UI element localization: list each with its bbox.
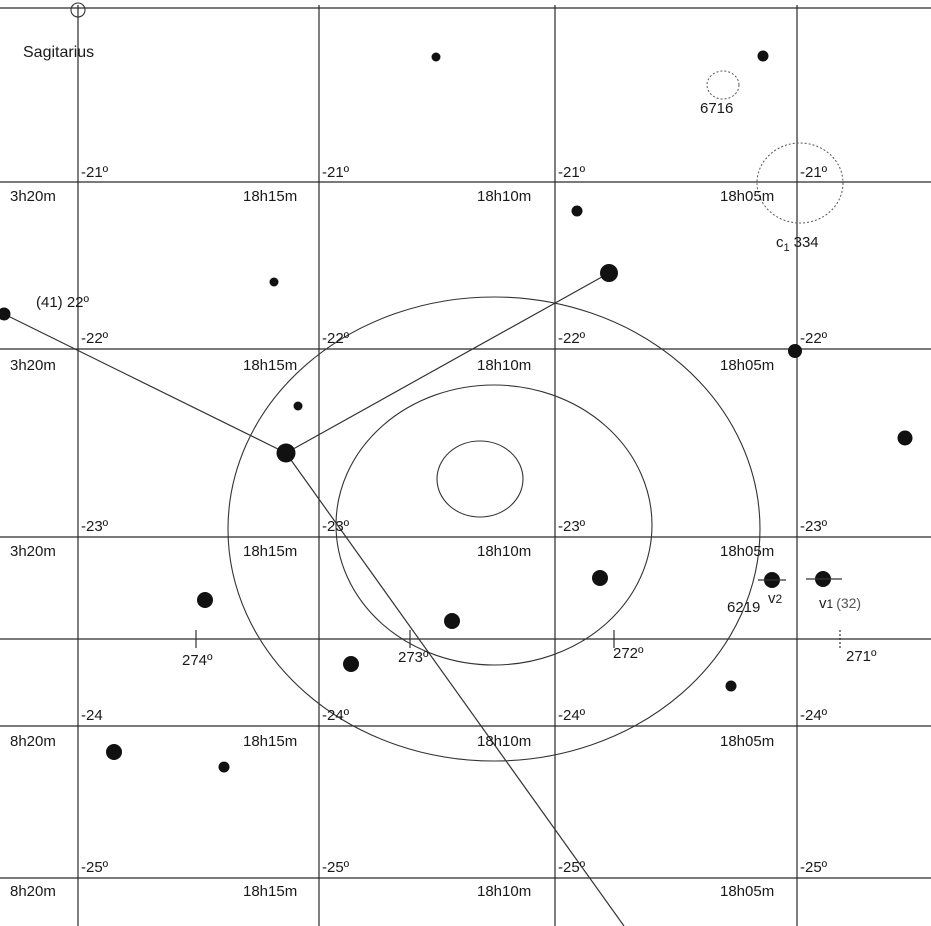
dec-label: -24º [558, 707, 586, 724]
dec-label: -22º [81, 330, 109, 347]
ra-label: 18h10m [477, 188, 531, 205]
ra-label: 18h10m [477, 357, 531, 374]
v1-number: (32) [836, 595, 861, 611]
dec-label: -22º [800, 330, 828, 347]
ra-label: 3h20m [10, 357, 56, 374]
star [269, 277, 279, 287]
stars [0, 50, 913, 773]
inner-circle [436, 440, 524, 518]
star [725, 680, 737, 692]
ra-label: 3h20m [10, 543, 56, 560]
v1-subscript: 1 [827, 597, 834, 611]
dec-label: -25º [81, 859, 109, 876]
v2-letter: v [768, 590, 776, 607]
object-labels: 6716 c1 334 (41) 22º 6219 v2 v1 (32) [36, 100, 861, 616]
ra-label: 18h10m [477, 543, 531, 560]
v2-label: v2 [768, 590, 783, 607]
constellation-label: Sagitarius [23, 44, 94, 61]
star [293, 401, 303, 411]
dec-label: -22º [322, 330, 350, 347]
dec-label: -25º [322, 859, 350, 876]
dec-label: -21º [81, 164, 109, 181]
star [600, 264, 618, 282]
c1-number: 334 [794, 234, 819, 251]
ra-label: 18h10m [477, 883, 531, 900]
ra-label: 18h15m [243, 357, 297, 374]
ra-label: 18h05m [720, 188, 774, 205]
star [897, 430, 913, 446]
star [431, 52, 441, 62]
line-hub-to-bottom [285, 452, 625, 926]
ra-label: 3h20m [10, 188, 56, 205]
ra-label: 18h15m [243, 188, 297, 205]
outer-circle [227, 296, 761, 762]
dec-label: -21º [322, 164, 350, 181]
star [197, 592, 213, 608]
ecliptic-label-274: 274º [182, 652, 213, 669]
star41-label: (41) 22º [36, 294, 90, 311]
ecliptic-label-271: 271º [846, 648, 877, 665]
ra-label: 18h05m [720, 543, 774, 560]
dec-label: -25º [558, 859, 586, 876]
ra-label: 8h20m [10, 883, 56, 900]
ra-label: 18h05m [720, 733, 774, 750]
ecliptic-ticks [195, 630, 841, 648]
star [218, 761, 230, 773]
field-circles [227, 296, 761, 762]
ra-label: 18h05m [720, 357, 774, 374]
dec-label: -24º [800, 707, 828, 724]
path-lines [3, 272, 625, 926]
c1-outline [756, 142, 844, 224]
c1-label: c1 334 [776, 234, 819, 254]
star [343, 656, 359, 672]
ngc6219-label: 6219 [727, 599, 760, 616]
dec-label: -23º [322, 518, 350, 535]
c1-subscript: 1 [784, 242, 790, 254]
dec-label: -22º [558, 330, 586, 347]
star [571, 205, 583, 217]
ecliptic-label-272: 272º [613, 645, 644, 662]
v1-letter: v [819, 595, 827, 612]
ecliptic-labels: 274º 273º 272º 271º [182, 645, 877, 669]
star [106, 744, 122, 760]
line-hub-to-star [285, 272, 610, 454]
c1-letter: c [776, 234, 784, 251]
star [592, 570, 608, 586]
grid [0, 5, 931, 926]
star-hub [276, 443, 296, 463]
ra-label: 18h10m [477, 733, 531, 750]
star-41 [0, 307, 11, 321]
v1-label: v1 (32) [819, 595, 861, 612]
dec-label: -23º [800, 518, 828, 535]
ra-labels: 3h20m 18h15m 18h10m 18h05m 3h20m 18h15m … [10, 188, 774, 900]
ra-label: 18h05m [720, 883, 774, 900]
star [757, 50, 769, 62]
dec-labels: -21º -21º -21º -21º -22º -22º -22º -22º … [81, 164, 828, 876]
dec-label: -24º [322, 707, 350, 724]
ngc6716-label: 6716 [700, 100, 733, 117]
dec-label: -24 [81, 707, 103, 724]
ngc6716-outline [706, 70, 740, 100]
dec-label: -23º [81, 518, 109, 535]
ra-label: 8h20m [10, 733, 56, 750]
star [788, 344, 802, 358]
ra-label: 18h15m [243, 543, 297, 560]
dec-label: -23º [558, 518, 586, 535]
v2-subscript: 2 [776, 592, 783, 606]
dec-label: -21º [800, 164, 828, 181]
ra-label: 18h15m [243, 883, 297, 900]
pole-marker [70, 2, 86, 18]
middle-circle [335, 384, 653, 666]
dec-label: -21º [558, 164, 586, 181]
line-41-to-hub [3, 313, 287, 454]
ra-label: 18h15m [243, 733, 297, 750]
ecliptic-label-273: 273º [398, 649, 429, 666]
dec-label: -25º [800, 859, 828, 876]
star [444, 613, 460, 629]
